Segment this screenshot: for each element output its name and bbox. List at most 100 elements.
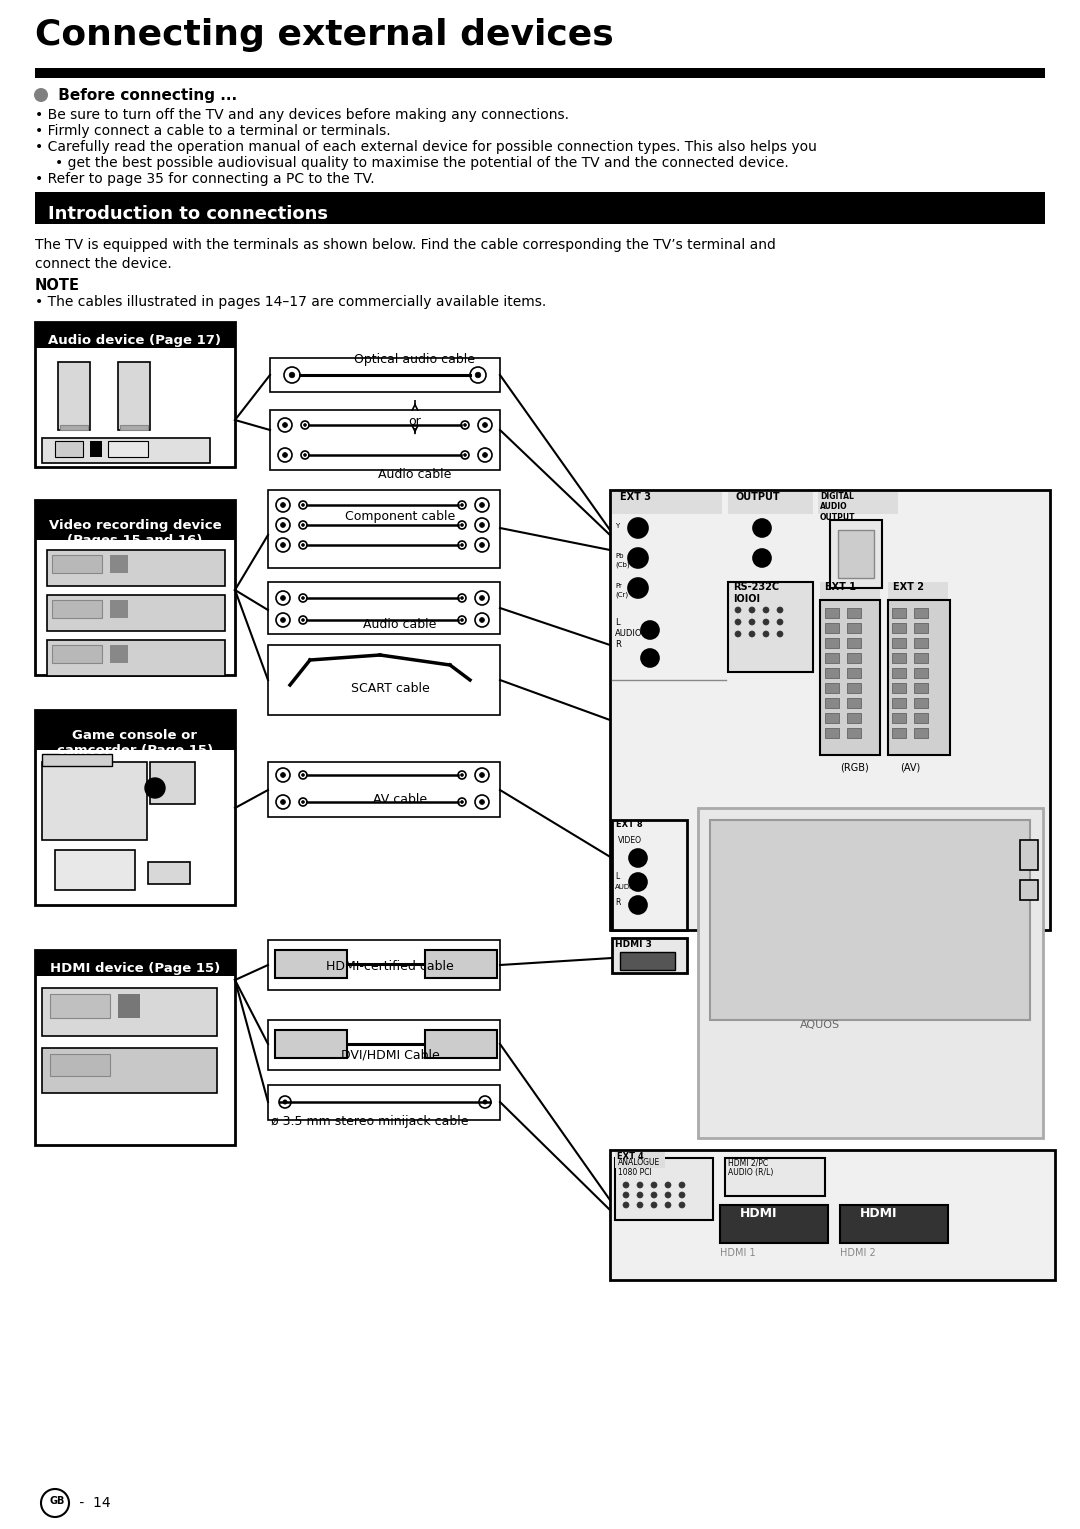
Bar — [35, 950, 235, 976]
Bar — [825, 638, 839, 648]
Circle shape — [281, 596, 285, 601]
Bar — [268, 583, 500, 635]
Text: OUTPUT: OUTPUT — [735, 492, 780, 502]
Circle shape — [651, 1202, 657, 1208]
Text: VIDEO: VIDEO — [618, 836, 642, 846]
Circle shape — [635, 902, 642, 908]
Bar — [150, 761, 195, 804]
Text: AQUOS: AQUOS — [800, 1020, 840, 1031]
Bar — [914, 699, 928, 708]
Circle shape — [463, 454, 467, 456]
Bar — [914, 653, 928, 664]
Circle shape — [281, 618, 285, 622]
Text: DIGITAL
AUDIO
OUTPUT: DIGITAL AUDIO OUTPUT — [820, 492, 855, 521]
Text: • Firmly connect a cable to a terminal or terminals.: • Firmly connect a cable to a terminal o… — [35, 124, 391, 138]
Bar — [148, 862, 190, 884]
Text: EXT 8: EXT 8 — [616, 820, 643, 829]
Bar — [268, 761, 500, 816]
Text: The TV is equipped with the terminals as shown below. Find the cable correspondi: The TV is equipped with the terminals as… — [35, 239, 775, 272]
Text: • get the best possible audiovisual quality to maximise the potential of the TV : • get the best possible audiovisual qual… — [55, 156, 788, 170]
Bar — [847, 622, 861, 633]
Text: L: L — [615, 872, 619, 881]
Bar — [118, 362, 150, 430]
Text: or: or — [408, 414, 421, 428]
Text: (RGB): (RGB) — [840, 761, 868, 772]
Bar — [847, 653, 861, 664]
Bar — [55, 850, 135, 890]
Text: Connecting external devices: Connecting external devices — [35, 18, 613, 52]
Bar — [847, 638, 861, 648]
Bar — [847, 683, 861, 693]
Bar — [275, 950, 347, 979]
Circle shape — [637, 1202, 643, 1208]
Circle shape — [33, 89, 48, 102]
Bar — [728, 492, 813, 514]
Text: Video recording device
(Pages 15 and 16): Video recording device (Pages 15 and 16) — [49, 518, 221, 547]
Bar — [52, 599, 102, 618]
Bar — [58, 362, 90, 430]
Bar — [840, 1205, 948, 1243]
Text: NOTE: NOTE — [35, 278, 80, 294]
Bar — [90, 440, 102, 457]
Text: HDMI 2/PC
AUDIO (R/L): HDMI 2/PC AUDIO (R/L) — [728, 1157, 773, 1177]
Text: EXT 2: EXT 2 — [893, 583, 924, 592]
Circle shape — [303, 424, 307, 427]
Circle shape — [759, 524, 765, 531]
Circle shape — [301, 801, 305, 803]
Circle shape — [777, 607, 783, 613]
Bar — [818, 492, 897, 514]
Circle shape — [759, 555, 765, 561]
Bar — [892, 668, 906, 677]
Circle shape — [627, 578, 648, 598]
Text: Component cable: Component cable — [345, 511, 455, 523]
Bar — [48, 641, 225, 676]
Bar — [825, 668, 839, 677]
Bar — [825, 609, 839, 618]
Text: Pr
(Cr): Pr (Cr) — [615, 583, 629, 598]
Bar — [892, 653, 906, 664]
Circle shape — [460, 801, 463, 803]
Circle shape — [283, 453, 287, 457]
Text: Introduction to connections: Introduction to connections — [48, 205, 328, 223]
Circle shape — [281, 772, 285, 777]
Bar — [825, 653, 839, 664]
Bar — [110, 599, 129, 618]
Text: AUDIO: AUDIO — [615, 884, 637, 890]
Bar — [888, 583, 948, 599]
Bar — [725, 1157, 825, 1196]
Text: -  14: - 14 — [75, 1495, 110, 1511]
Bar — [268, 645, 500, 716]
Circle shape — [777, 631, 783, 638]
Bar — [892, 699, 906, 708]
Bar — [108, 440, 148, 457]
Circle shape — [480, 543, 485, 547]
Bar — [55, 440, 83, 457]
Bar — [914, 609, 928, 618]
Bar — [825, 699, 839, 708]
Bar — [426, 950, 497, 979]
Bar — [892, 683, 906, 693]
Circle shape — [301, 619, 305, 621]
Text: Audio cable: Audio cable — [378, 468, 451, 482]
Bar — [710, 820, 1030, 1020]
Bar — [820, 583, 880, 599]
Circle shape — [480, 800, 485, 804]
Bar — [50, 1053, 110, 1076]
Circle shape — [634, 553, 642, 563]
Circle shape — [301, 596, 305, 599]
Circle shape — [301, 774, 305, 777]
Bar — [892, 713, 906, 723]
Bar — [270, 410, 500, 469]
Circle shape — [301, 503, 305, 506]
Circle shape — [634, 524, 642, 532]
Text: Y: Y — [615, 523, 619, 529]
Bar — [268, 1086, 500, 1121]
Circle shape — [651, 1182, 657, 1188]
Circle shape — [480, 503, 485, 508]
Text: L
AUDIO
R: L AUDIO R — [615, 618, 643, 650]
Bar — [892, 638, 906, 648]
Circle shape — [753, 549, 771, 567]
Bar — [60, 425, 87, 430]
Bar — [698, 807, 1043, 1138]
Text: • Be sure to turn off the TV and any devices before making any connections.: • Be sure to turn off the TV and any dev… — [35, 109, 569, 122]
